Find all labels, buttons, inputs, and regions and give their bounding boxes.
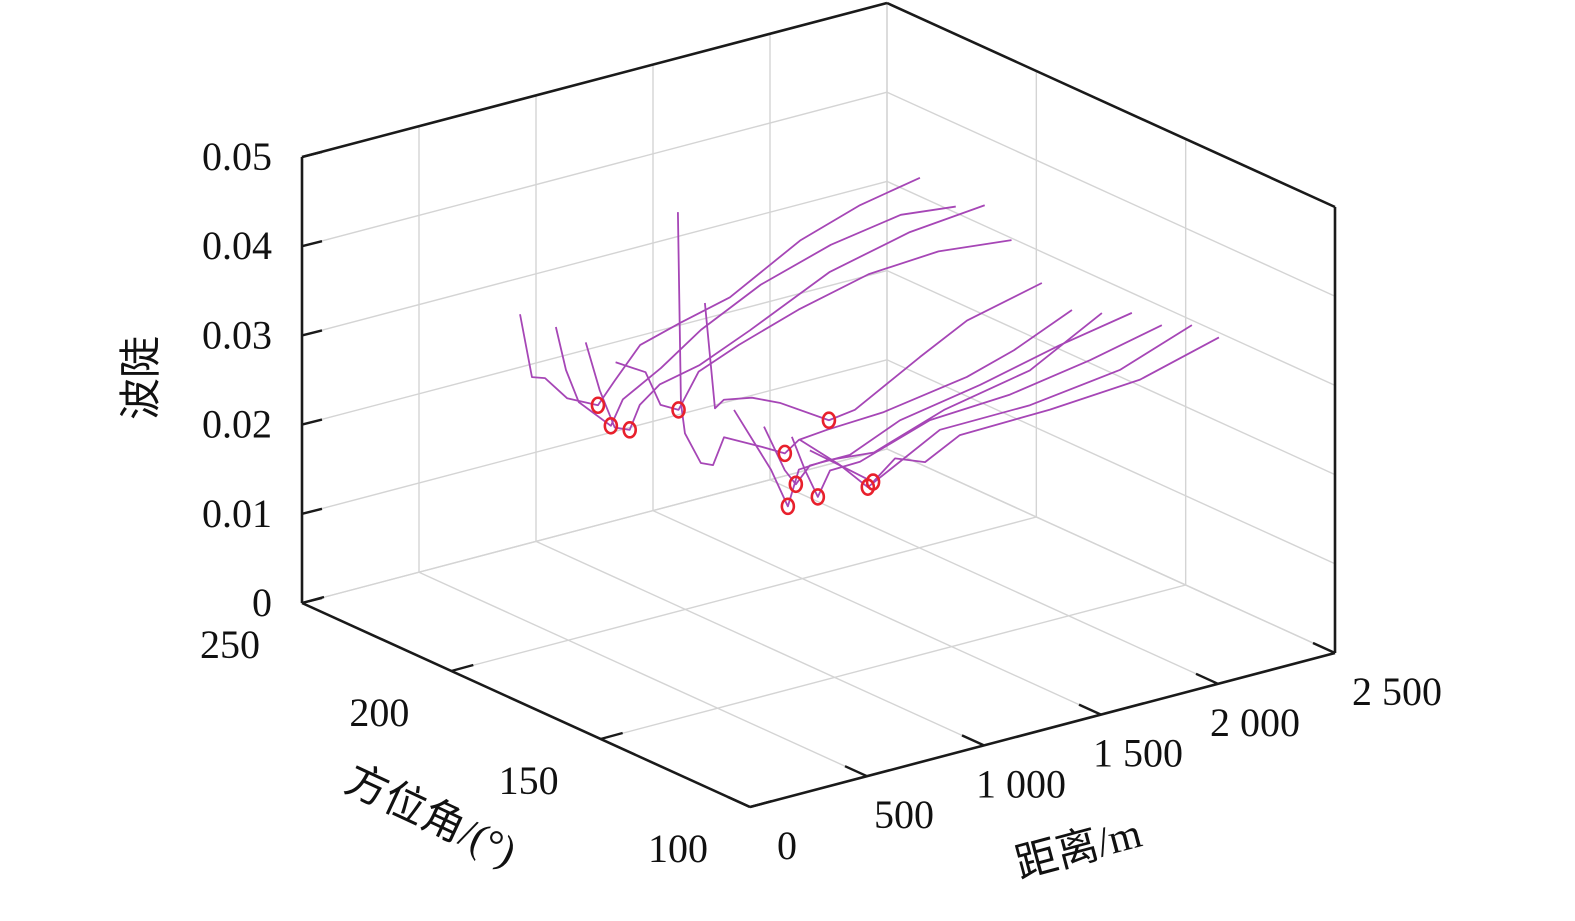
grid-line-floor-azimuth — [451, 516, 1037, 672]
x-tick-label: 0 — [777, 823, 797, 868]
series-line-5 — [677, 212, 1073, 467]
x-axis-title: 距离/m — [1010, 810, 1146, 889]
grid-line-floor-distance — [652, 509, 1102, 716]
z-tick-label: 0.03 — [202, 312, 272, 357]
series-line-4 — [615, 239, 1012, 411]
z-axis-title: 波陡 — [119, 336, 165, 420]
z-tick-label: 0.04 — [202, 223, 272, 268]
y-axis-title: 方位角/(°) — [338, 756, 523, 876]
x-tick-label: 500 — [874, 792, 934, 837]
series-line-9 — [791, 324, 1163, 498]
x-tick-label: 1 500 — [1093, 731, 1183, 776]
grid-line-left-wall-horizontal — [301, 359, 888, 515]
axes-box — [300, 1, 1337, 809]
z-tick-label: 0.02 — [202, 402, 272, 447]
z-tick-label: 0.05 — [202, 134, 272, 179]
series-line-6 — [704, 282, 1043, 422]
grid-line-left-wall-horizontal — [301, 91, 888, 247]
minimum-marker-1 — [590, 396, 606, 415]
minimum-marker-11 — [865, 473, 881, 491]
grid-line-floor-distance — [418, 571, 868, 777]
y-axis-tick — [600, 731, 623, 741]
series-line-3 — [584, 204, 986, 431]
z-axis-tick — [301, 240, 323, 248]
minimum-marker-3 — [622, 421, 638, 439]
minimum-marker-8 — [788, 475, 804, 494]
minimum-marker-6 — [821, 411, 837, 430]
x-axis-line — [749, 651, 1336, 809]
z-axis-tick — [301, 329, 323, 337]
y-axis-line — [301, 601, 751, 809]
minimum-marker-7 — [780, 497, 796, 516]
y-axis-tick — [301, 595, 325, 605]
minimum-marker-2 — [603, 417, 619, 435]
series-line-2 — [554, 205, 956, 427]
y-tick-label: 250 — [200, 622, 260, 667]
z-tick-label: 0.01 — [202, 491, 272, 536]
z-axis-tick — [301, 507, 323, 515]
series-line-10 — [799, 324, 1193, 489]
top-box-edge-back-right — [886, 1, 1336, 209]
minimum-marker-9 — [810, 488, 826, 506]
z-axis-tick — [301, 150, 323, 159]
x-axis-tick — [961, 734, 985, 747]
z-axis-tick — [301, 418, 323, 426]
x-axis-tick — [727, 795, 751, 809]
y-axis-tick — [451, 663, 474, 673]
minimum-markers — [590, 396, 881, 516]
series-line-1 — [519, 176, 921, 407]
grid-line-floor-azimuth — [600, 584, 1186, 740]
grid-line-right-wall-horizontal — [886, 91, 1336, 297]
x-tick-label: 2 500 — [1352, 669, 1442, 714]
grid-line-floor-distance — [535, 540, 985, 747]
y-tick-label: 100 — [648, 826, 708, 871]
x-axis-tick — [844, 765, 868, 778]
series-line-8 — [763, 312, 1133, 486]
x-axis-tick — [1078, 703, 1102, 716]
grid-line-right-wall-horizontal — [886, 359, 1336, 565]
y-axis-tick — [749, 799, 773, 809]
grid-lines — [301, 2, 1336, 808]
tick-labels: 0 0.01 0.02 0.03 0.04 0.05 250 200 150 100 0 500 1 0… — [200, 134, 1442, 871]
series-line-11 — [809, 336, 1220, 483]
grid-line-left-wall-horizontal — [301, 269, 888, 426]
x-axis-tick — [1195, 672, 1219, 685]
z-tick-label: 0 — [252, 580, 272, 625]
x-tick-label: 2 000 — [1210, 700, 1300, 745]
minimum-marker-4 — [671, 401, 686, 419]
y-tick-label: 150 — [499, 758, 559, 803]
x-axis-tick — [1312, 641, 1336, 655]
grid-line-floor-distance — [769, 479, 1219, 685]
grid-line-right-wall-horizontal — [886, 180, 1336, 387]
grid-line-left-wall-horizontal — [301, 180, 888, 337]
top-box-edge-back-left — [301, 1, 888, 159]
grid-line-right-wall-horizontal — [886, 448, 1336, 654]
x-tick-label: 1 000 — [976, 761, 1066, 806]
data-series — [519, 176, 1220, 508]
minimum-marker-5 — [777, 444, 793, 463]
grid-line-left-wall-horizontal — [301, 448, 888, 604]
y-tick-label: 200 — [349, 690, 409, 735]
